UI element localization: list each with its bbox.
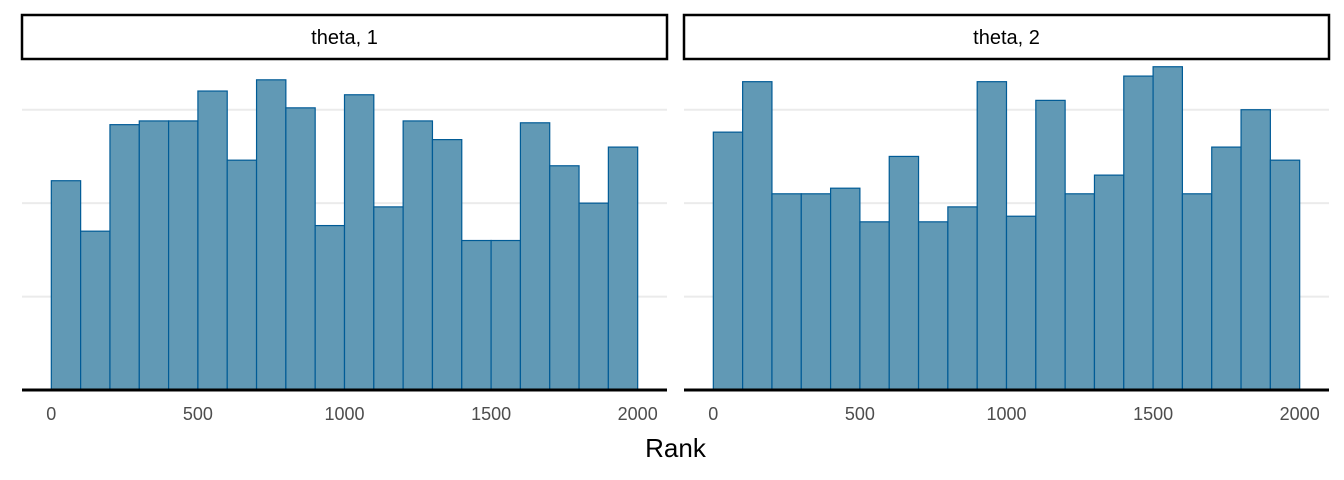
histogram-bar [461,239,492,391]
histogram-bar [859,221,890,391]
histogram-bar [771,193,802,391]
facet-strip-label: theta, 1 [311,27,378,49]
histogram-bar [1211,146,1242,391]
histogram-bar [343,94,375,391]
x-tick-label: 2000 [1280,404,1320,424]
histogram-bar [1005,215,1037,391]
histogram-bar [226,159,258,391]
histogram-bar [947,206,978,391]
facet-strip-box [20,13,669,61]
x-tick-label: 2000 [618,404,658,424]
histogram-bar [314,224,346,391]
histogram-bar [490,239,522,391]
facet-strip-label: theta, 2 [973,27,1040,49]
x-tick-label: 1500 [471,404,511,424]
x-tick-label: 1500 [1133,404,1173,424]
x-tick-labels: 0 500 1000 1500 2000 [46,404,657,424]
histogram-bar [1064,193,1096,391]
histogram-bar [255,79,287,391]
histogram-bar [80,230,111,391]
facet-panel-theta-2: theta, 2 0 500 1000 1500 2000 [682,13,1331,424]
histogram-bars [712,66,1301,391]
histogram-bar [578,202,609,391]
histogram-bar [1240,109,1271,391]
histogram-bar [800,193,832,391]
x-tick-label: 0 [708,404,718,424]
histogram-bar [917,221,949,391]
histogram-bar [607,146,639,391]
x-tick-label: 1000 [986,404,1026,424]
histogram-bar [197,90,228,391]
histogram-bar [50,180,82,391]
histogram-bar [285,107,316,391]
facet-strip-box [682,13,1331,61]
histogram-bar [109,124,140,391]
histogram-bar [373,206,404,391]
x-axis-title: Rank [645,433,707,463]
histogram-bar [1181,193,1213,391]
histogram-bar [1035,99,1066,391]
histogram-bar [519,122,551,391]
histogram-bar [1152,66,1184,391]
histogram-bar [829,187,861,391]
histogram-bar [742,81,773,391]
x-tick-label: 1000 [324,404,364,424]
histogram-bar [1093,174,1125,391]
histogram-bar [976,81,1008,391]
x-tick-label: 500 [845,404,875,424]
histogram-bar [549,165,580,391]
x-tick-labels: 0 500 1000 1500 2000 [708,404,1319,424]
histogram-bar [1269,159,1301,391]
histogram-bar [431,139,463,391]
histogram-bar [402,120,434,391]
histogram-bar [167,120,199,391]
histogram-bar [138,120,170,391]
x-tick-label: 0 [46,404,56,424]
x-tick-label: 500 [183,404,213,424]
facet-panel-theta-1: theta, 1 0 500 1000 1500 2000 [20,13,669,424]
histogram-bar [1123,75,1154,391]
histogram-bar [888,155,920,391]
histogram-bar [712,131,744,391]
histogram-bars [50,79,639,391]
